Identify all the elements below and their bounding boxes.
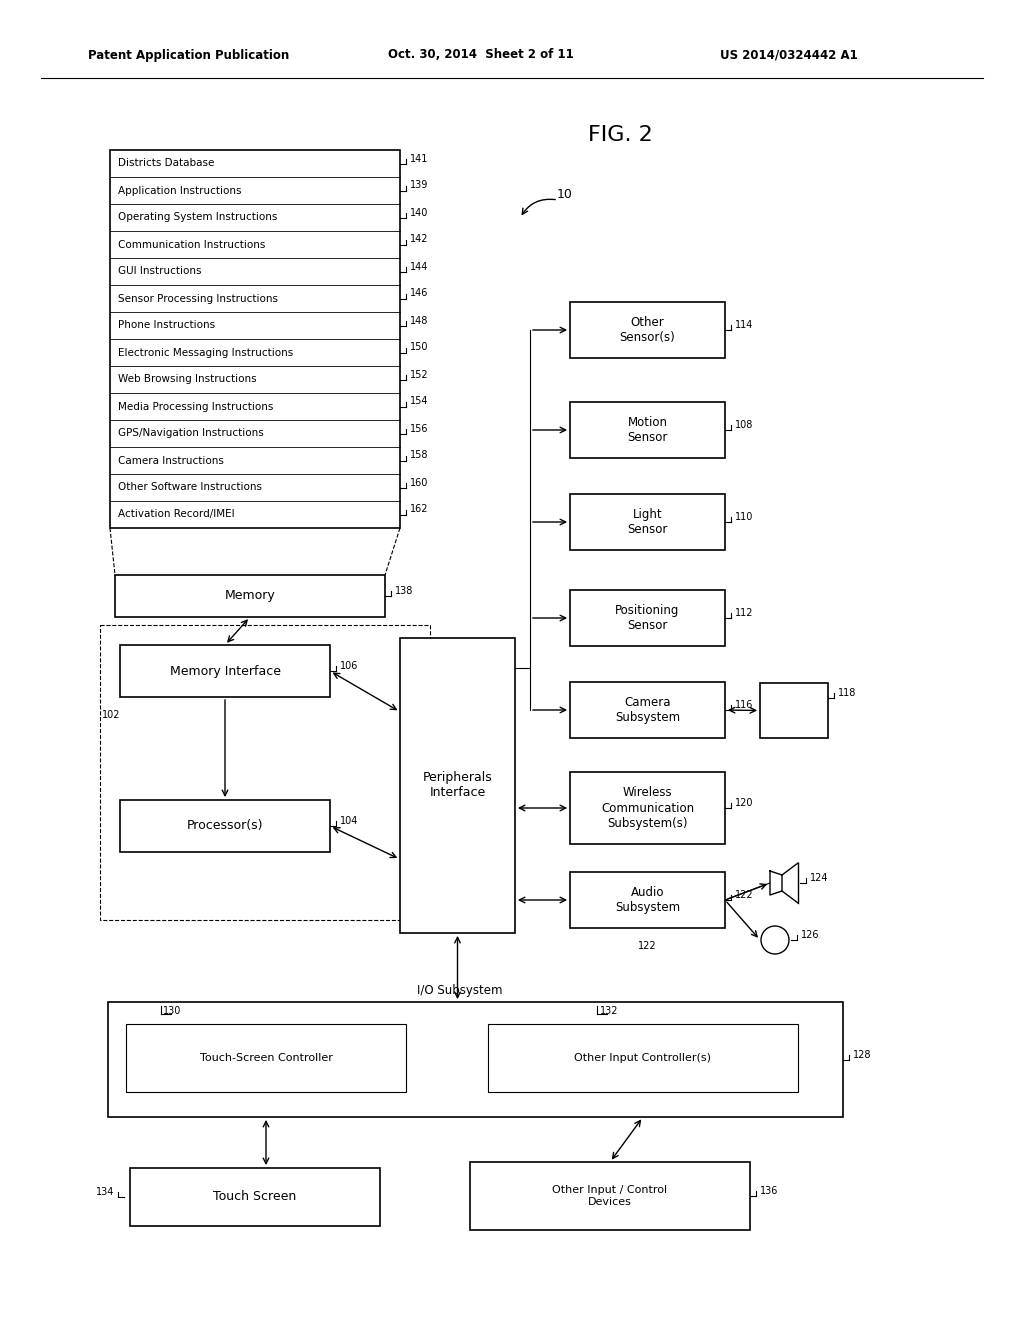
Text: 126: 126 [801,931,819,940]
Text: 156: 156 [410,424,428,433]
Text: Operating System Instructions: Operating System Instructions [118,213,278,223]
Text: Other Input / Control
Devices: Other Input / Control Devices [552,1185,668,1206]
Text: Phone Instructions: Phone Instructions [118,321,215,330]
Text: Camera Instructions: Camera Instructions [118,455,224,466]
Bar [570,403,725,458]
Bar [115,576,385,616]
Text: 124: 124 [810,873,828,883]
Text: Electronic Messaging Instructions: Electronic Messaging Instructions [118,347,293,358]
Text: 152: 152 [410,370,429,380]
Text: Oct. 30, 2014  Sheet 2 of 11: Oct. 30, 2014 Sheet 2 of 11 [388,49,573,62]
Text: Communication Instructions: Communication Instructions [118,239,265,249]
Text: 146: 146 [410,289,428,298]
Text: 118: 118 [838,688,856,698]
Text: 134: 134 [95,1187,114,1197]
Text: Processor(s): Processor(s) [186,820,263,833]
Bar [110,150,400,528]
Text: Memory: Memory [224,590,275,602]
Text: 122: 122 [735,890,754,900]
Text: 144: 144 [410,261,428,272]
Text: Activation Record/IMEI: Activation Record/IMEI [118,510,234,520]
Text: FIG. 2: FIG. 2 [588,125,652,145]
Text: 140: 140 [410,207,428,218]
Text: 102: 102 [102,710,121,719]
Bar [108,1002,843,1117]
Text: 148: 148 [410,315,428,326]
Text: 132: 132 [600,1006,618,1016]
Text: 122: 122 [638,941,656,950]
Text: Positioning
Sensor: Positioning Sensor [615,605,680,632]
Bar [126,1024,406,1092]
Text: 130: 130 [163,1006,181,1016]
Text: 154: 154 [410,396,428,407]
Text: Wireless
Communication
Subsystem(s): Wireless Communication Subsystem(s) [601,787,694,829]
Text: Touch Screen: Touch Screen [213,1191,297,1204]
Text: Light
Sensor: Light Sensor [628,508,668,536]
Text: Application Instructions: Application Instructions [118,186,242,195]
Text: 112: 112 [735,609,754,618]
Text: Patent Application Publication: Patent Application Publication [88,49,289,62]
Text: Other Input Controller(s): Other Input Controller(s) [574,1053,712,1063]
Text: 160: 160 [410,478,428,487]
Text: I/O Subsystem: I/O Subsystem [417,983,502,997]
Bar [570,682,725,738]
Text: Other Software Instructions: Other Software Instructions [118,483,262,492]
Bar [400,638,515,933]
Text: 108: 108 [735,420,754,430]
Text: Motion
Sensor: Motion Sensor [628,416,668,444]
Text: 106: 106 [340,661,358,671]
Text: Other
Sensor(s): Other Sensor(s) [620,315,676,345]
Bar [470,1162,750,1230]
Bar [570,772,725,843]
Bar [100,624,430,920]
Text: Memory Interface: Memory Interface [170,664,281,677]
Bar [130,1168,380,1226]
Text: 120: 120 [735,799,754,808]
Bar [570,494,725,550]
Text: 142: 142 [410,235,428,244]
Text: GPS/Navigation Instructions: GPS/Navigation Instructions [118,429,264,438]
Bar [570,302,725,358]
Text: US 2014/0324442 A1: US 2014/0324442 A1 [720,49,858,62]
Text: 162: 162 [410,504,428,515]
Text: 10: 10 [557,189,573,202]
Text: Touch-Screen Controller: Touch-Screen Controller [200,1053,333,1063]
Text: Web Browsing Instructions: Web Browsing Instructions [118,375,257,384]
Bar [570,873,725,928]
Text: Audio
Subsystem: Audio Subsystem [615,886,680,913]
Bar [760,682,828,738]
Text: 110: 110 [735,512,754,521]
Text: Peripherals
Interface: Peripherals Interface [423,771,493,800]
Text: 139: 139 [410,181,428,190]
Bar [488,1024,798,1092]
Text: Sensor Processing Instructions: Sensor Processing Instructions [118,293,278,304]
Text: 150: 150 [410,342,428,352]
Text: Media Processing Instructions: Media Processing Instructions [118,401,273,412]
Text: 136: 136 [760,1185,778,1196]
Text: 104: 104 [340,816,358,826]
Text: 128: 128 [853,1049,871,1060]
Text: Camera
Subsystem: Camera Subsystem [615,696,680,723]
Text: 158: 158 [410,450,428,461]
Bar [120,800,330,851]
Text: 114: 114 [735,319,754,330]
Text: Districts Database: Districts Database [118,158,214,169]
Text: 116: 116 [735,700,754,710]
Text: 141: 141 [410,153,428,164]
Bar [120,645,330,697]
Bar [570,590,725,645]
Text: GUI Instructions: GUI Instructions [118,267,202,276]
Text: 138: 138 [395,586,414,597]
